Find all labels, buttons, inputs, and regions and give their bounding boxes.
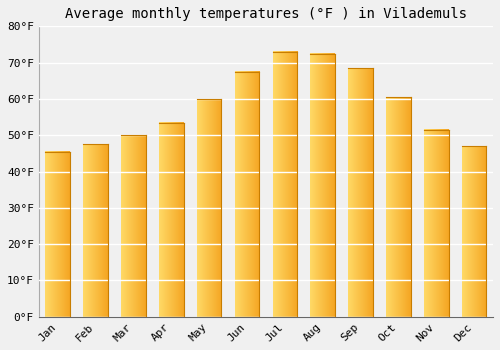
Title: Average monthly temperatures (°F ) in Vilademuls: Average monthly temperatures (°F ) in Vi…	[65, 7, 467, 21]
